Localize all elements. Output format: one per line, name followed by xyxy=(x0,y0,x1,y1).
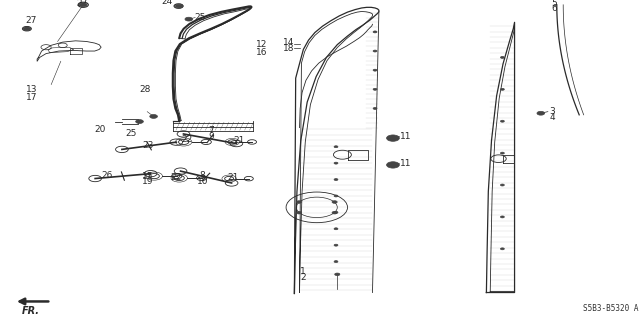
Text: FR.: FR. xyxy=(22,306,40,315)
Circle shape xyxy=(136,120,143,123)
Text: 1: 1 xyxy=(300,267,306,276)
Text: 18: 18 xyxy=(283,44,294,53)
Circle shape xyxy=(373,69,377,71)
Circle shape xyxy=(373,108,377,109)
Circle shape xyxy=(387,162,399,168)
Text: 24: 24 xyxy=(161,0,173,6)
Circle shape xyxy=(334,228,338,230)
Text: 14: 14 xyxy=(283,38,294,47)
Text: 9: 9 xyxy=(209,132,214,141)
Text: 11: 11 xyxy=(400,132,412,141)
Circle shape xyxy=(500,88,504,90)
Text: 11: 11 xyxy=(400,159,412,168)
Circle shape xyxy=(373,88,377,90)
Text: 3: 3 xyxy=(549,107,555,116)
Text: 4: 4 xyxy=(549,113,555,122)
Circle shape xyxy=(150,115,157,118)
Text: 6: 6 xyxy=(552,4,557,13)
Text: 19: 19 xyxy=(142,177,154,186)
Text: 28: 28 xyxy=(140,85,151,94)
Text: 21: 21 xyxy=(227,173,239,182)
Text: 21: 21 xyxy=(234,136,245,145)
Circle shape xyxy=(185,17,193,21)
Circle shape xyxy=(296,211,301,214)
Circle shape xyxy=(537,111,545,115)
Circle shape xyxy=(334,195,338,197)
Text: 16: 16 xyxy=(256,48,268,57)
Text: 26: 26 xyxy=(101,171,113,180)
Circle shape xyxy=(387,135,399,141)
Circle shape xyxy=(500,184,504,186)
Text: 23: 23 xyxy=(143,141,154,150)
Circle shape xyxy=(332,201,337,203)
Circle shape xyxy=(175,4,183,8)
Circle shape xyxy=(334,162,338,164)
Circle shape xyxy=(296,201,301,203)
Text: 10: 10 xyxy=(196,177,208,186)
Circle shape xyxy=(500,152,504,154)
Text: 5: 5 xyxy=(552,0,557,8)
Circle shape xyxy=(334,211,338,213)
Circle shape xyxy=(334,146,338,148)
Circle shape xyxy=(373,50,377,52)
Text: 22: 22 xyxy=(170,173,182,182)
Text: 20: 20 xyxy=(94,125,106,134)
Text: 25: 25 xyxy=(125,129,137,138)
Circle shape xyxy=(332,211,337,214)
Text: 27: 27 xyxy=(26,16,37,25)
Text: 12: 12 xyxy=(256,40,268,49)
Circle shape xyxy=(500,248,504,250)
Circle shape xyxy=(23,27,31,31)
Text: S5B3-B5320 A: S5B3-B5320 A xyxy=(583,304,639,313)
Circle shape xyxy=(79,3,87,7)
Circle shape xyxy=(373,31,377,33)
Text: 17: 17 xyxy=(26,93,37,102)
Text: 2: 2 xyxy=(300,273,306,282)
Circle shape xyxy=(335,273,340,276)
Circle shape xyxy=(500,216,504,218)
Text: 27: 27 xyxy=(76,0,88,8)
Text: 13: 13 xyxy=(26,85,37,94)
Text: 22: 22 xyxy=(181,135,193,144)
Text: 8: 8 xyxy=(200,171,205,180)
Circle shape xyxy=(334,244,338,246)
Circle shape xyxy=(334,179,338,181)
Circle shape xyxy=(500,56,504,58)
Circle shape xyxy=(334,261,338,263)
Text: 15: 15 xyxy=(142,172,154,181)
Text: 25: 25 xyxy=(194,13,205,22)
Text: 7: 7 xyxy=(209,126,214,135)
Circle shape xyxy=(500,120,504,122)
